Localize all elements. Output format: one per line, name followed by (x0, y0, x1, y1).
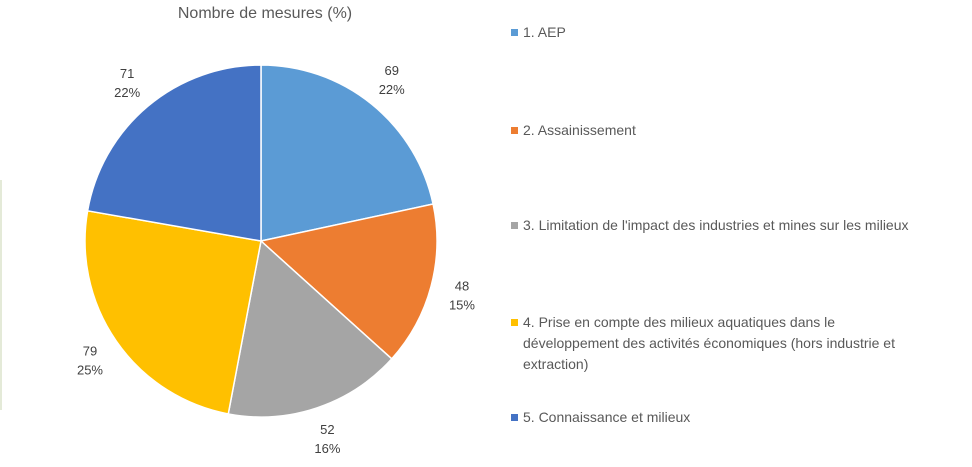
legend-label: 3. Limitation de l'impact des industries… (523, 217, 909, 233)
chart-title: Nombre de mesures (%) (177, 5, 353, 22)
value-label: 79 (83, 343, 97, 358)
legend-swatch (511, 319, 518, 326)
value-label: 69 (384, 63, 398, 78)
value-label: 71 (120, 66, 134, 81)
pie-slice-2 (259, 203, 438, 360)
legend-item: 2. Assainissement (511, 120, 636, 141)
percent-label: 25% (77, 362, 103, 377)
value-label: 52 (320, 422, 334, 437)
legend-label: 1. AEP (523, 24, 566, 40)
percent-label: 15% (449, 298, 475, 313)
left-border (0, 180, 2, 410)
legend-swatch (511, 29, 518, 36)
percent-label: 16% (314, 441, 340, 456)
legend-item: 3. Limitation de l'impact des industries… (511, 215, 909, 236)
legend-swatch (511, 414, 518, 421)
percent-label: 22% (114, 85, 140, 100)
pie-slice-5 (86, 64, 262, 242)
pie-slice-4 (84, 209, 262, 415)
legend-item: 4. Prise en compte des milieux aquatique… (511, 312, 931, 375)
pie-slice-1 (260, 64, 434, 242)
legend-swatch (511, 222, 518, 229)
legend-swatch (511, 127, 518, 134)
legend-label: 4. Prise en compte des milieux aquatique… (523, 314, 895, 372)
legend-item: 1. AEP (511, 22, 566, 43)
pie-slice-3 (227, 239, 393, 418)
percent-label: 22% (379, 82, 405, 97)
value-label: 48 (455, 279, 469, 294)
legend-label: 5. Connaissance et milieux (523, 409, 691, 425)
legend-item: 5. Connaissance et milieux (511, 407, 690, 428)
legend-label: 2. Assainissement (523, 122, 636, 138)
